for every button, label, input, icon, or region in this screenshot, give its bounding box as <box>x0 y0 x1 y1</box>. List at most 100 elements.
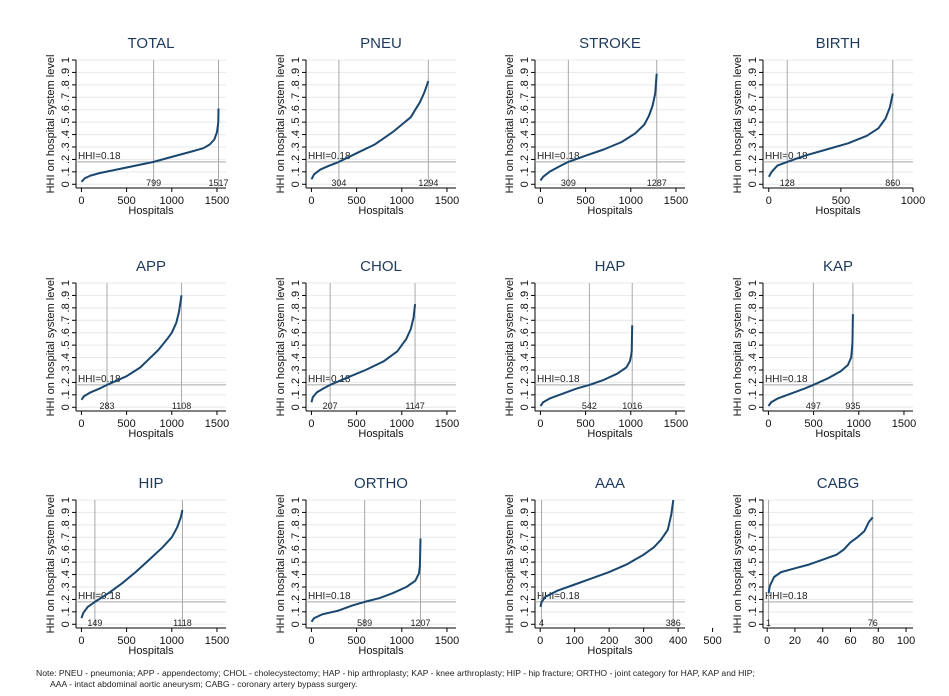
y-tick-label: .3 <box>290 582 302 591</box>
panel-title: TOTAL <box>128 35 175 52</box>
y-tick-label: 1 <box>290 280 302 286</box>
x-tick-label: 1000 <box>847 418 871 430</box>
hhi-series-line <box>80 295 183 401</box>
y-tick-label: .9 <box>60 508 72 517</box>
vertical-reference-label: 283 <box>99 401 114 411</box>
x-tick-label: 1000 <box>619 418 643 430</box>
y-tick-label: .1 <box>519 167 531 176</box>
y-tick-label: .6 <box>519 545 531 554</box>
y-tick-label: .6 <box>747 545 759 554</box>
y-axis-label: HHI on hospital system level <box>504 278 516 417</box>
x-tick-label: 500 <box>347 418 365 430</box>
y-tick-label: .4 <box>290 130 302 139</box>
y-tick-label: .6 <box>290 328 302 337</box>
y-tick-label: .7 <box>747 316 759 325</box>
y-tick-label: .7 <box>60 93 72 102</box>
y-tick-label: 0 <box>290 621 302 627</box>
y-tick-label: 0 <box>290 404 302 410</box>
y-tick-label: .8 <box>290 80 302 89</box>
y-tick-label: .7 <box>290 93 302 102</box>
y-tick-label: .8 <box>519 80 531 89</box>
y-tick-label: .8 <box>519 303 531 312</box>
x-tick-label: 0 <box>537 418 543 430</box>
y-tick-label: .7 <box>519 316 531 325</box>
vertical-reference-label: 1118 <box>173 618 192 628</box>
y-tick-label: 0 <box>747 404 759 410</box>
y-tick-label: .1 <box>60 390 72 399</box>
hhi-series-line <box>310 538 422 623</box>
y-tick-label: 0 <box>747 621 759 627</box>
x-tick-label: 60 <box>844 635 856 647</box>
hhi-reference-label: HHI=0.18 <box>78 374 121 385</box>
vertical-reference-label: 1108 <box>172 401 191 411</box>
y-axis-label: HHI on hospital system level <box>275 495 287 634</box>
y-tick-label: .6 <box>290 545 302 554</box>
y-tick-label: 0 <box>290 181 302 187</box>
y-tick-label: .5 <box>60 118 72 127</box>
y-tick-label: .3 <box>519 142 531 151</box>
hhi-reference-label: HHI=0.18 <box>537 374 580 385</box>
y-tick-label: .4 <box>747 130 759 139</box>
y-tick-label: .7 <box>519 533 531 542</box>
y-tick-label: .6 <box>60 545 72 554</box>
y-tick-label: .2 <box>519 155 531 164</box>
panel-title: HIP <box>138 475 163 492</box>
x-axis-label: Hospitals <box>815 428 861 440</box>
x-tick-label: 1500 <box>664 418 688 430</box>
y-tick-label: .8 <box>519 520 531 529</box>
y-tick-label: 0 <box>519 621 531 627</box>
y-tick-label: 1 <box>290 57 302 63</box>
x-tick-label: 0 <box>537 195 543 207</box>
y-tick-label: .6 <box>60 328 72 337</box>
hhi-series-line <box>80 108 220 183</box>
y-tick-label: .6 <box>60 105 72 114</box>
y-tick-label: .9 <box>519 68 531 77</box>
y-tick-label: 0 <box>60 621 72 627</box>
y-tick-label: .5 <box>747 118 759 127</box>
y-tick-label: .7 <box>60 316 72 325</box>
x-axis-label: Hospitals <box>358 645 404 657</box>
x-tick-label: 1000 <box>390 195 414 207</box>
y-tick-label: .2 <box>290 155 302 164</box>
hhi-reference-label: HHI=0.18 <box>308 591 351 602</box>
x-tick-label: 500 <box>703 635 721 647</box>
x-axis-label: Hospitals <box>128 428 174 440</box>
note-line-2: AAA - intact abdominal aortic aneurysm; … <box>50 678 358 689</box>
y-tick-label: .3 <box>747 142 759 151</box>
x-axis-label: Hospitals <box>358 428 404 440</box>
y-tick-label: .4 <box>60 130 72 139</box>
y-tick-label: .3 <box>60 142 72 151</box>
y-tick-label: .2 <box>60 595 72 604</box>
y-axis-label: HHI on hospital system level <box>732 55 744 194</box>
y-tick-label: .4 <box>60 353 72 362</box>
hhi-reference-label: HHI=0.18 <box>765 374 808 385</box>
y-tick-label: .5 <box>747 341 759 350</box>
y-tick-label: .5 <box>747 558 759 567</box>
y-tick-label: 1 <box>747 57 759 63</box>
hhi-reference-label: HHI=0.18 <box>308 151 351 162</box>
y-tick-label: .2 <box>290 378 302 387</box>
x-axis-label: Hospitals <box>815 205 861 217</box>
vertical-reference-label: 497 <box>806 401 821 411</box>
x-tick-label: 0 <box>308 418 314 430</box>
y-tick-label: .5 <box>290 558 302 567</box>
y-tick-label: .1 <box>60 607 72 616</box>
y-tick-label: .8 <box>60 303 72 312</box>
y-tick-label: .2 <box>60 155 72 164</box>
y-tick-label: .1 <box>290 390 302 399</box>
x-tick-label: 1000 <box>619 195 643 207</box>
x-tick-label: 500 <box>804 418 822 430</box>
x-axis-label: Hospitals <box>587 645 633 657</box>
x-tick-label: 1500 <box>892 418 916 430</box>
y-tick-label: .1 <box>290 607 302 616</box>
y-tick-label: 0 <box>60 404 72 410</box>
note-line-1: Note: PNEU - pneumonia; APP - appendecto… <box>36 668 755 678</box>
y-axis-label: HHI on hospital system level <box>45 55 57 194</box>
hhi-reference-label: HHI=0.18 <box>537 151 580 162</box>
y-tick-label: .5 <box>519 118 531 127</box>
vertical-reference-label: 589 <box>357 618 372 628</box>
y-tick-label: .1 <box>519 607 531 616</box>
y-tick-label: 0 <box>519 181 531 187</box>
x-tick-label: 1000 <box>160 418 184 430</box>
